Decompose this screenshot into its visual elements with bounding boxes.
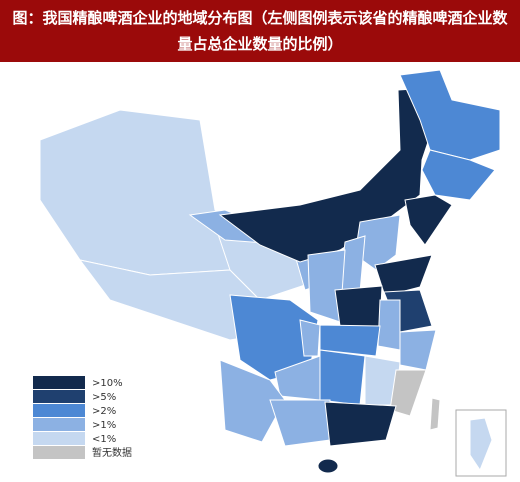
province [317, 458, 339, 474]
legend-label: >1% [92, 420, 116, 431]
legend-label: <1% [92, 434, 116, 445]
map: >10% >5% >2% >1% <1%暂无数据 [33, 69, 507, 477]
title: 图：我国精酿啤酒企业的地域分布图（左侧图例表示该省的精酿啤酒企业数量占总企业数量… [0, 0, 520, 62]
province [319, 349, 366, 406]
legend-swatch [33, 418, 85, 431]
legend-swatch [33, 390, 85, 403]
province [429, 397, 441, 431]
legend-label: 暂无数据 [92, 446, 132, 459]
province [319, 324, 381, 357]
province [218, 87, 443, 263]
province [299, 319, 321, 357]
province [421, 149, 496, 201]
legend-swatch [33, 404, 85, 417]
province [269, 399, 331, 447]
province [219, 359, 286, 443]
legend-label: >2% [92, 406, 116, 417]
province [334, 285, 383, 327]
province [389, 369, 427, 417]
inset-islands [469, 417, 493, 472]
inset-frame [455, 409, 507, 477]
legend-label: >10% [92, 378, 123, 389]
province [404, 194, 453, 246]
legend: >10% >5% >2% >1% <1%暂无数据 [33, 376, 132, 459]
legend-swatch [33, 432, 85, 445]
legend-swatch [33, 446, 85, 459]
legend-label: >5% [92, 392, 116, 403]
province [399, 69, 501, 161]
province [324, 401, 397, 447]
regions [39, 69, 501, 474]
province [399, 329, 437, 371]
province [377, 299, 401, 351]
legend-swatch [33, 376, 85, 389]
